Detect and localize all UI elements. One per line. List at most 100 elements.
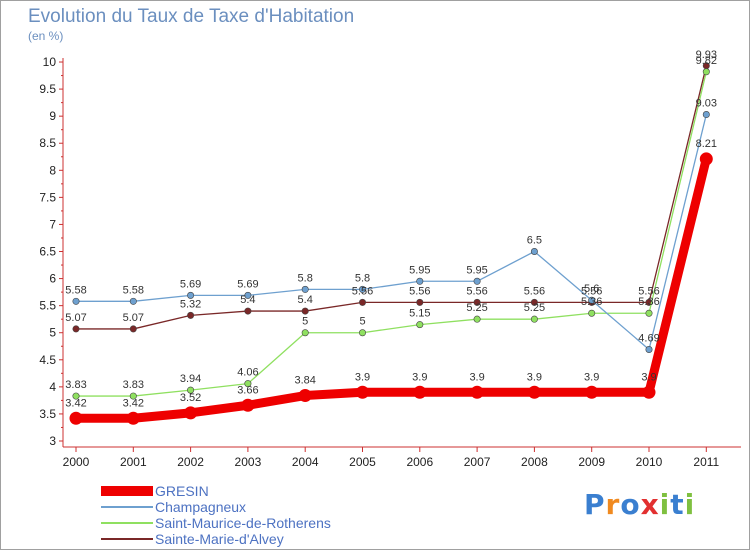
- legend-item-gresin: GRESIN: [101, 483, 331, 499]
- data-label-champagneux: 5.95: [409, 264, 430, 276]
- data-point-saint-maurice-de-rotherens: [416, 321, 424, 329]
- data-point-champagneux: [301, 285, 309, 293]
- data-point-champagneux: [129, 297, 137, 305]
- x-tick-label: 2004: [292, 455, 319, 469]
- data-label-champagneux: 4.69: [638, 333, 659, 345]
- data-label-gresin: 3.9: [527, 371, 542, 383]
- data-label-saint-maurice-de-rotherens: 5.25: [524, 302, 545, 314]
- data-point-saint-maurice-de-rotherens: [358, 329, 366, 337]
- data-point-sainte-marie-d-alvey: [416, 298, 424, 306]
- data-point-champagneux: [187, 291, 195, 299]
- data-point-gresin: [298, 389, 312, 403]
- logo-letter: i: [684, 488, 696, 521]
- x-tick-label: 2002: [177, 455, 204, 469]
- data-label-gresin: 3.9: [584, 371, 599, 383]
- data-point-champagneux: [645, 346, 653, 354]
- data-label-sainte-marie-d-alvey: 5.07: [65, 312, 86, 324]
- y-tick-label: 6: [49, 272, 56, 286]
- data-point-champagneux: [244, 291, 252, 299]
- legend-swatch-saint-maurice: [101, 522, 153, 524]
- data-point-gresin: [69, 411, 83, 425]
- logo-letter: t: [670, 488, 685, 521]
- data-label-gresin: 3.42: [123, 397, 144, 409]
- data-label-sainte-marie-d-alvey: 5.07: [123, 312, 144, 324]
- data-point-saint-maurice-de-rotherens: [588, 309, 596, 317]
- data-point-gresin: [126, 411, 140, 425]
- series-line-saint-maurice-de-rotherens: [76, 71, 707, 397]
- legend-label: Saint-Maurice-de-Rotherens: [155, 515, 331, 531]
- y-axis-unit: (en %): [28, 29, 64, 43]
- data-label-saint-maurice-de-rotherens: 5: [302, 316, 308, 328]
- data-label-champagneux: 5.6: [584, 283, 599, 295]
- data-point-champagneux: [72, 297, 80, 305]
- data-point-sainte-marie-d-alvey: [473, 298, 481, 306]
- data-point-saint-maurice-de-rotherens: [530, 315, 538, 323]
- data-point-saint-maurice-de-rotherens: [473, 315, 481, 323]
- data-label-gresin: 3.9: [469, 371, 484, 383]
- legend-swatch-gresin: [101, 486, 153, 496]
- data-label-saint-maurice-de-rotherens: 5.36: [638, 296, 659, 308]
- data-point-saint-maurice-de-rotherens: [244, 380, 252, 388]
- data-point-gresin: [184, 406, 198, 420]
- data-label-saint-maurice-de-rotherens: 3.94: [180, 373, 201, 385]
- logo-letter: o: [620, 488, 641, 521]
- data-label-champagneux: 5.58: [123, 284, 144, 296]
- data-label-champagneux: 5.8: [298, 272, 313, 284]
- legend-label: GRESIN: [155, 483, 209, 499]
- x-tick-label: 2003: [235, 455, 262, 469]
- data-point-saint-maurice-de-rotherens: [187, 386, 195, 394]
- data-label-sainte-marie-d-alvey: 5.4: [240, 294, 255, 306]
- data-label-champagneux: 5.69: [180, 278, 201, 290]
- data-label-gresin: 3.9: [641, 371, 656, 383]
- data-point-sainte-marie-d-alvey: [244, 307, 252, 315]
- legend: GRESIN Champagneux Saint-Maurice-de-Roth…: [101, 483, 331, 547]
- proxiti-logo: Proxiti: [584, 488, 695, 521]
- data-label-champagneux: 5.58: [65, 284, 86, 296]
- y-tick-label: 7: [49, 217, 56, 231]
- y-tick-label: 7.5: [39, 190, 56, 204]
- data-point-champagneux: [416, 277, 424, 285]
- y-tick-label: 3: [49, 434, 56, 448]
- x-tick-label: 2009: [578, 455, 605, 469]
- data-point-gresin: [699, 152, 713, 166]
- y-tick-label: 4.5: [39, 353, 56, 367]
- data-point-gresin: [413, 385, 427, 399]
- data-label-saint-maurice-de-rotherens: 5.36: [581, 296, 602, 308]
- data-label-saint-maurice-de-rotherens: 3.83: [123, 379, 144, 391]
- data-label-gresin: 3.66: [237, 384, 258, 396]
- data-label-sainte-marie-d-alvey: 5.56: [581, 285, 602, 297]
- y-tick-label: 9: [49, 109, 56, 123]
- data-label-gresin: 3.9: [412, 371, 427, 383]
- legend-item-sainte-marie: Sainte-Marie-d'Alvey: [101, 531, 331, 547]
- y-tick-label: 6.5: [39, 245, 56, 259]
- data-point-gresin: [356, 385, 369, 399]
- data-point-champagneux: [588, 296, 596, 304]
- data-point-champagneux: [473, 277, 481, 285]
- data-label-sainte-marie-d-alvey: 9.93: [696, 49, 717, 61]
- y-tick-label: 9.5: [39, 82, 56, 96]
- data-label-champagneux: 5.95: [466, 264, 487, 276]
- logo-letter: x: [640, 488, 660, 521]
- legend-swatch-champagneux: [101, 506, 153, 508]
- data-label-gresin: 3.42: [65, 397, 86, 409]
- data-label-sainte-marie-d-alvey: 5.32: [180, 298, 201, 310]
- y-tick-label: 5.5: [39, 299, 56, 313]
- series-line-sainte-marie-d-alvey: [76, 65, 707, 330]
- data-label-gresin: 8.21: [696, 138, 717, 150]
- data-label-sainte-marie-d-alvey: 5.4: [298, 294, 313, 306]
- data-label-champagneux: 9.03: [696, 98, 717, 110]
- data-label-saint-maurice-de-rotherens: 3.83: [65, 379, 86, 391]
- data-label-saint-maurice-de-rotherens: 5.15: [409, 308, 430, 320]
- y-tick-label: 8.5: [39, 136, 56, 150]
- data-point-sainte-marie-d-alvey: [530, 298, 538, 306]
- x-tick-label: 2011: [693, 455, 719, 469]
- data-label-sainte-marie-d-alvey: 5.56: [466, 285, 487, 297]
- legend-label: Champagneux: [155, 499, 247, 515]
- data-point-champagneux: [358, 285, 366, 293]
- data-label-saint-maurice-de-rotherens: 5: [359, 316, 365, 328]
- logo-letter: i: [659, 488, 671, 521]
- x-tick-label: 2005: [349, 455, 376, 469]
- data-label-champagneux: 5.8: [355, 272, 370, 284]
- y-tick-label: 8: [49, 163, 56, 177]
